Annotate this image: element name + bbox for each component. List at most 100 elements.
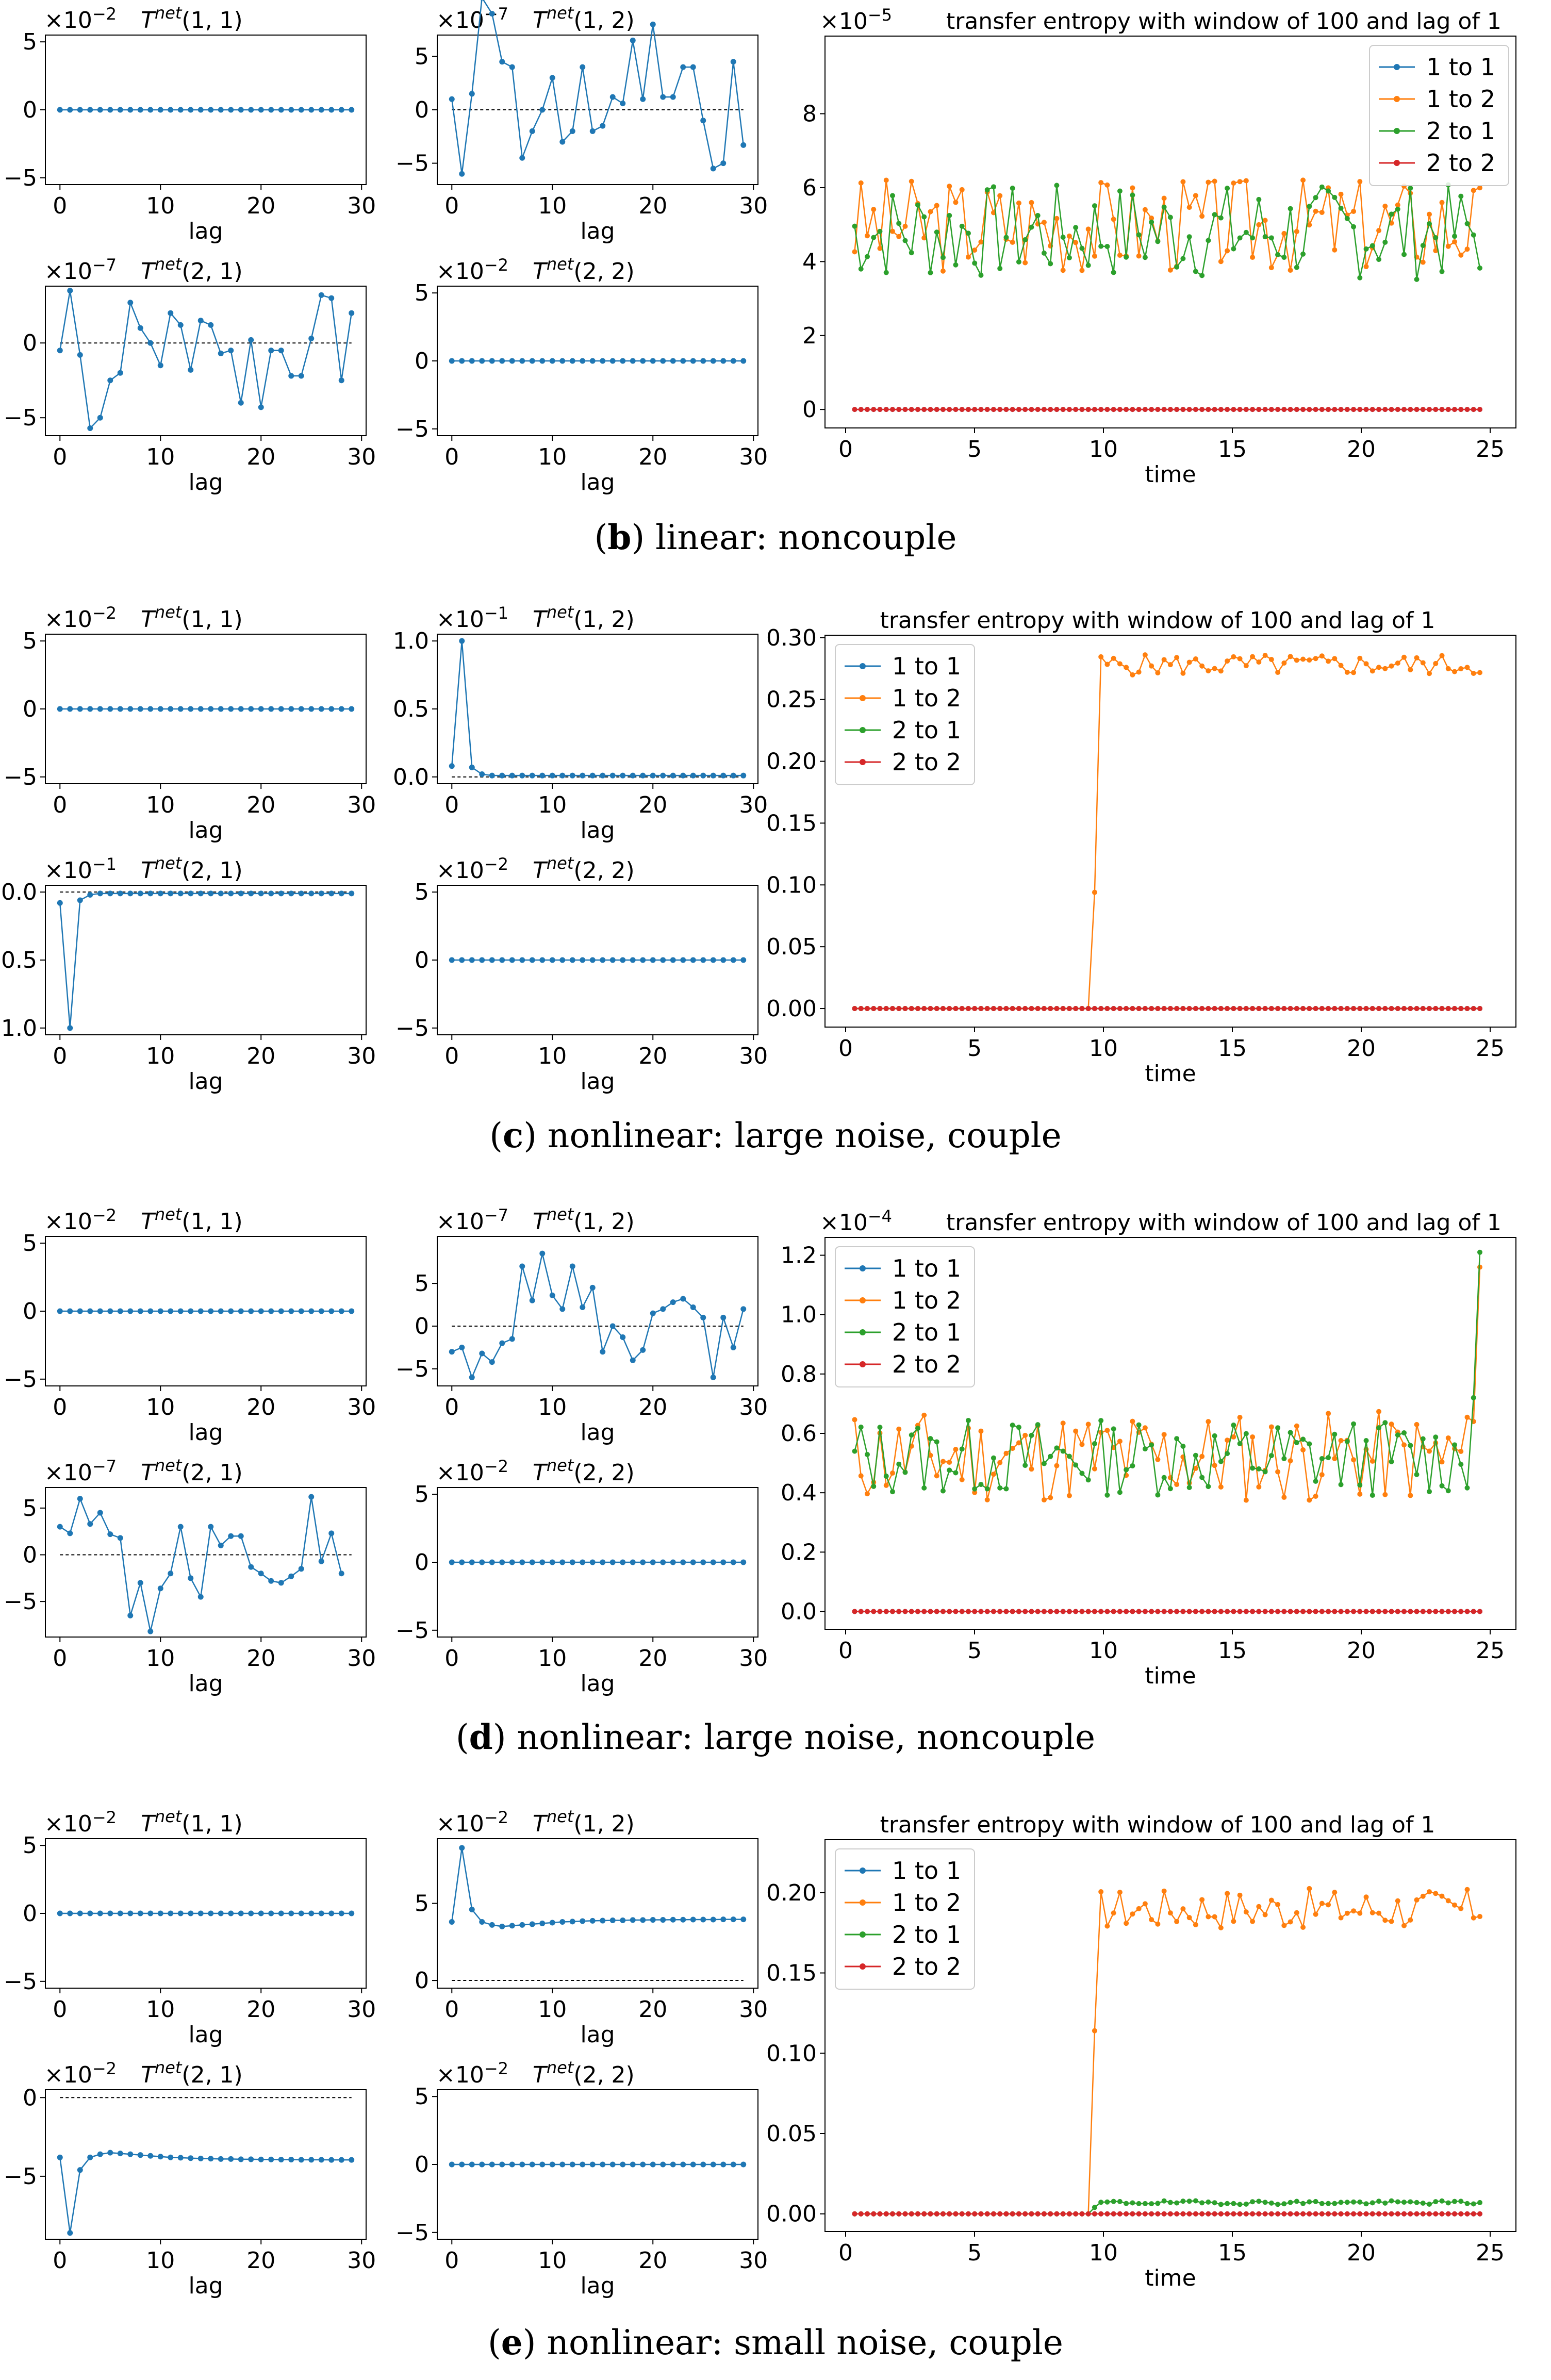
data-point (1294, 1609, 1299, 1614)
data-point (349, 706, 355, 712)
data-point (1161, 1475, 1167, 1480)
data-point (928, 2211, 933, 2217)
x-tick-label: 10 (538, 1996, 567, 2023)
data-point (921, 1006, 927, 1012)
data-point (580, 2161, 586, 2168)
data-point (710, 358, 716, 364)
data-point (1073, 225, 1079, 230)
data-point (700, 2161, 706, 2168)
data-point (710, 772, 716, 779)
data-point (97, 2151, 103, 2157)
data-point (57, 348, 63, 354)
data-point (720, 957, 727, 963)
small-plot-scale: ×10−2 (44, 1808, 117, 1837)
data-point (57, 1910, 63, 1916)
data-point (1382, 1609, 1388, 1614)
data-point (278, 1910, 284, 1916)
data-point (137, 1308, 143, 1314)
data-point (157, 362, 163, 369)
data-point (740, 772, 747, 779)
data-point (1104, 1609, 1110, 1614)
data-point (902, 1609, 908, 1614)
data-point (449, 2161, 455, 2168)
data-point (479, 358, 485, 364)
small-plot-scale: ×10−1 (436, 603, 508, 633)
data-point (1439, 1006, 1445, 1012)
data-point (77, 897, 83, 903)
data-point (1193, 1006, 1198, 1012)
data-point (650, 21, 656, 27)
data-point (559, 2161, 566, 2168)
data-point (1382, 2211, 1388, 2217)
data-point (660, 1559, 666, 1565)
data-point (1452, 239, 1458, 244)
data-point (1098, 2211, 1104, 2217)
data-point (1142, 1425, 1148, 1431)
data-point (978, 407, 984, 412)
data-point (1344, 1006, 1350, 1012)
data-point (1206, 1609, 1211, 1614)
x-tick-label: 0 (444, 1043, 459, 1069)
data-point (489, 772, 495, 779)
data-point (268, 890, 274, 897)
legend-label: 1 to 2 (1426, 85, 1495, 113)
data-point (1268, 2211, 1274, 2217)
data-point (1054, 2211, 1060, 2217)
data-point (871, 1006, 877, 1012)
data-point (1452, 1902, 1458, 1908)
data-point (1104, 1428, 1110, 1433)
data-point (1117, 1006, 1123, 1012)
data-point (915, 2211, 920, 2217)
data-point (87, 1910, 93, 1916)
small-plot-title: Tnet(2, 1) (141, 2058, 243, 2088)
data-point (479, 771, 485, 778)
data-point (680, 957, 686, 963)
y-tick-label: 2 (802, 323, 817, 349)
data-point (690, 772, 696, 779)
data-point (1016, 1440, 1021, 1446)
data-point (1243, 1497, 1249, 1503)
data-point (1035, 1006, 1041, 1012)
legend-marker (1394, 96, 1400, 102)
data-point (1193, 1922, 1198, 1928)
data-point (549, 2161, 555, 2168)
data-point (188, 890, 194, 897)
data-point (1363, 1894, 1369, 1900)
data-point (1041, 220, 1047, 225)
data-point (660, 358, 666, 364)
data-point (549, 358, 555, 364)
data-point (157, 1308, 163, 1314)
data-point (1098, 1609, 1104, 1614)
data-point (1142, 1006, 1148, 1012)
data-point (1427, 221, 1432, 227)
data-point (1130, 672, 1135, 677)
data-point (670, 772, 676, 779)
data-point (338, 377, 344, 384)
data-point (1212, 1433, 1217, 1439)
data-point (984, 1486, 990, 1492)
y-tick-label: 0 (802, 396, 817, 423)
data-point (559, 1559, 566, 1565)
legend-box (1369, 45, 1509, 186)
data-point (921, 235, 927, 241)
data-point (349, 1910, 355, 1916)
data-point (1332, 1609, 1338, 1614)
y-tick-label: 4 (802, 249, 817, 275)
data-point (1029, 1466, 1034, 1472)
data-point (660, 1917, 666, 1923)
data-point (1344, 1910, 1350, 1916)
data-point (1326, 1455, 1331, 1461)
data-point (871, 235, 877, 240)
data-point (1376, 1910, 1382, 1916)
y-tick-label: 0 (415, 1968, 429, 1994)
data-point (953, 1470, 959, 1476)
data-point (1433, 660, 1439, 666)
data-point (1376, 1409, 1382, 1414)
small-plot-scale: ×10−2 (44, 4, 117, 34)
data-point (1281, 2211, 1287, 2217)
data-point (871, 407, 877, 412)
data-point (1389, 1609, 1394, 1614)
x-tick-label: 0 (838, 1638, 853, 1664)
y-tick-label: 0.15 (766, 1960, 817, 1987)
data-point (1288, 1919, 1293, 1925)
